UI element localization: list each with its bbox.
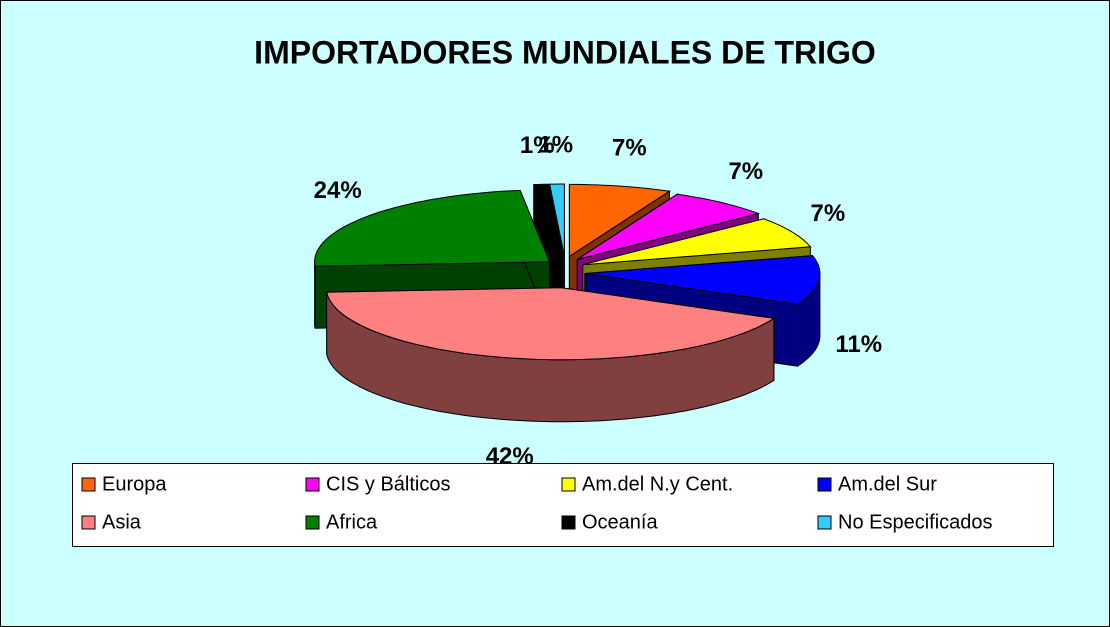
- legend-swatch: [817, 515, 832, 530]
- legend-swatch: [817, 477, 832, 492]
- legend-swatch: [305, 477, 320, 492]
- data-label: 42%: [486, 443, 534, 470]
- data-label: 11%: [835, 331, 882, 358]
- legend-label: CIS y Bálticos: [326, 473, 450, 495]
- legend-swatch: [305, 515, 320, 530]
- legend-swatch: [81, 515, 96, 530]
- data-label: 24%: [314, 177, 362, 204]
- slice: [584, 255, 821, 305]
- slice-wall: [314, 261, 316, 329]
- legend-label: Africa: [326, 511, 378, 533]
- chart-title: IMPORTADORES MUNDIALES DE TRIGO: [254, 34, 876, 70]
- slice: [532, 183, 564, 257]
- slice: [314, 189, 551, 267]
- legend-label: Oceanía: [582, 511, 658, 533]
- slice: [582, 218, 812, 266]
- slice: [568, 183, 671, 258]
- slice: [548, 183, 565, 257]
- legend-label: No Especificados: [838, 511, 993, 533]
- legend-swatch: [561, 477, 576, 492]
- data-label: 7%: [728, 158, 763, 185]
- data-label: 7%: [811, 200, 846, 227]
- legend-label: Am.del N.y Cent.: [582, 473, 733, 495]
- data-label: 7%: [612, 134, 647, 161]
- data-label: 1%: [538, 131, 573, 158]
- data-label: 1%: [520, 132, 555, 159]
- legend-label: Asia: [102, 511, 142, 533]
- legend-swatch: [561, 515, 576, 530]
- legend-label: Europa: [102, 473, 167, 495]
- legend-label: Am.del Sur: [838, 473, 937, 495]
- legend-swatch: [81, 477, 96, 492]
- slice: [326, 287, 776, 361]
- slice: [577, 193, 760, 260]
- legend-box: [72, 463, 1054, 547]
